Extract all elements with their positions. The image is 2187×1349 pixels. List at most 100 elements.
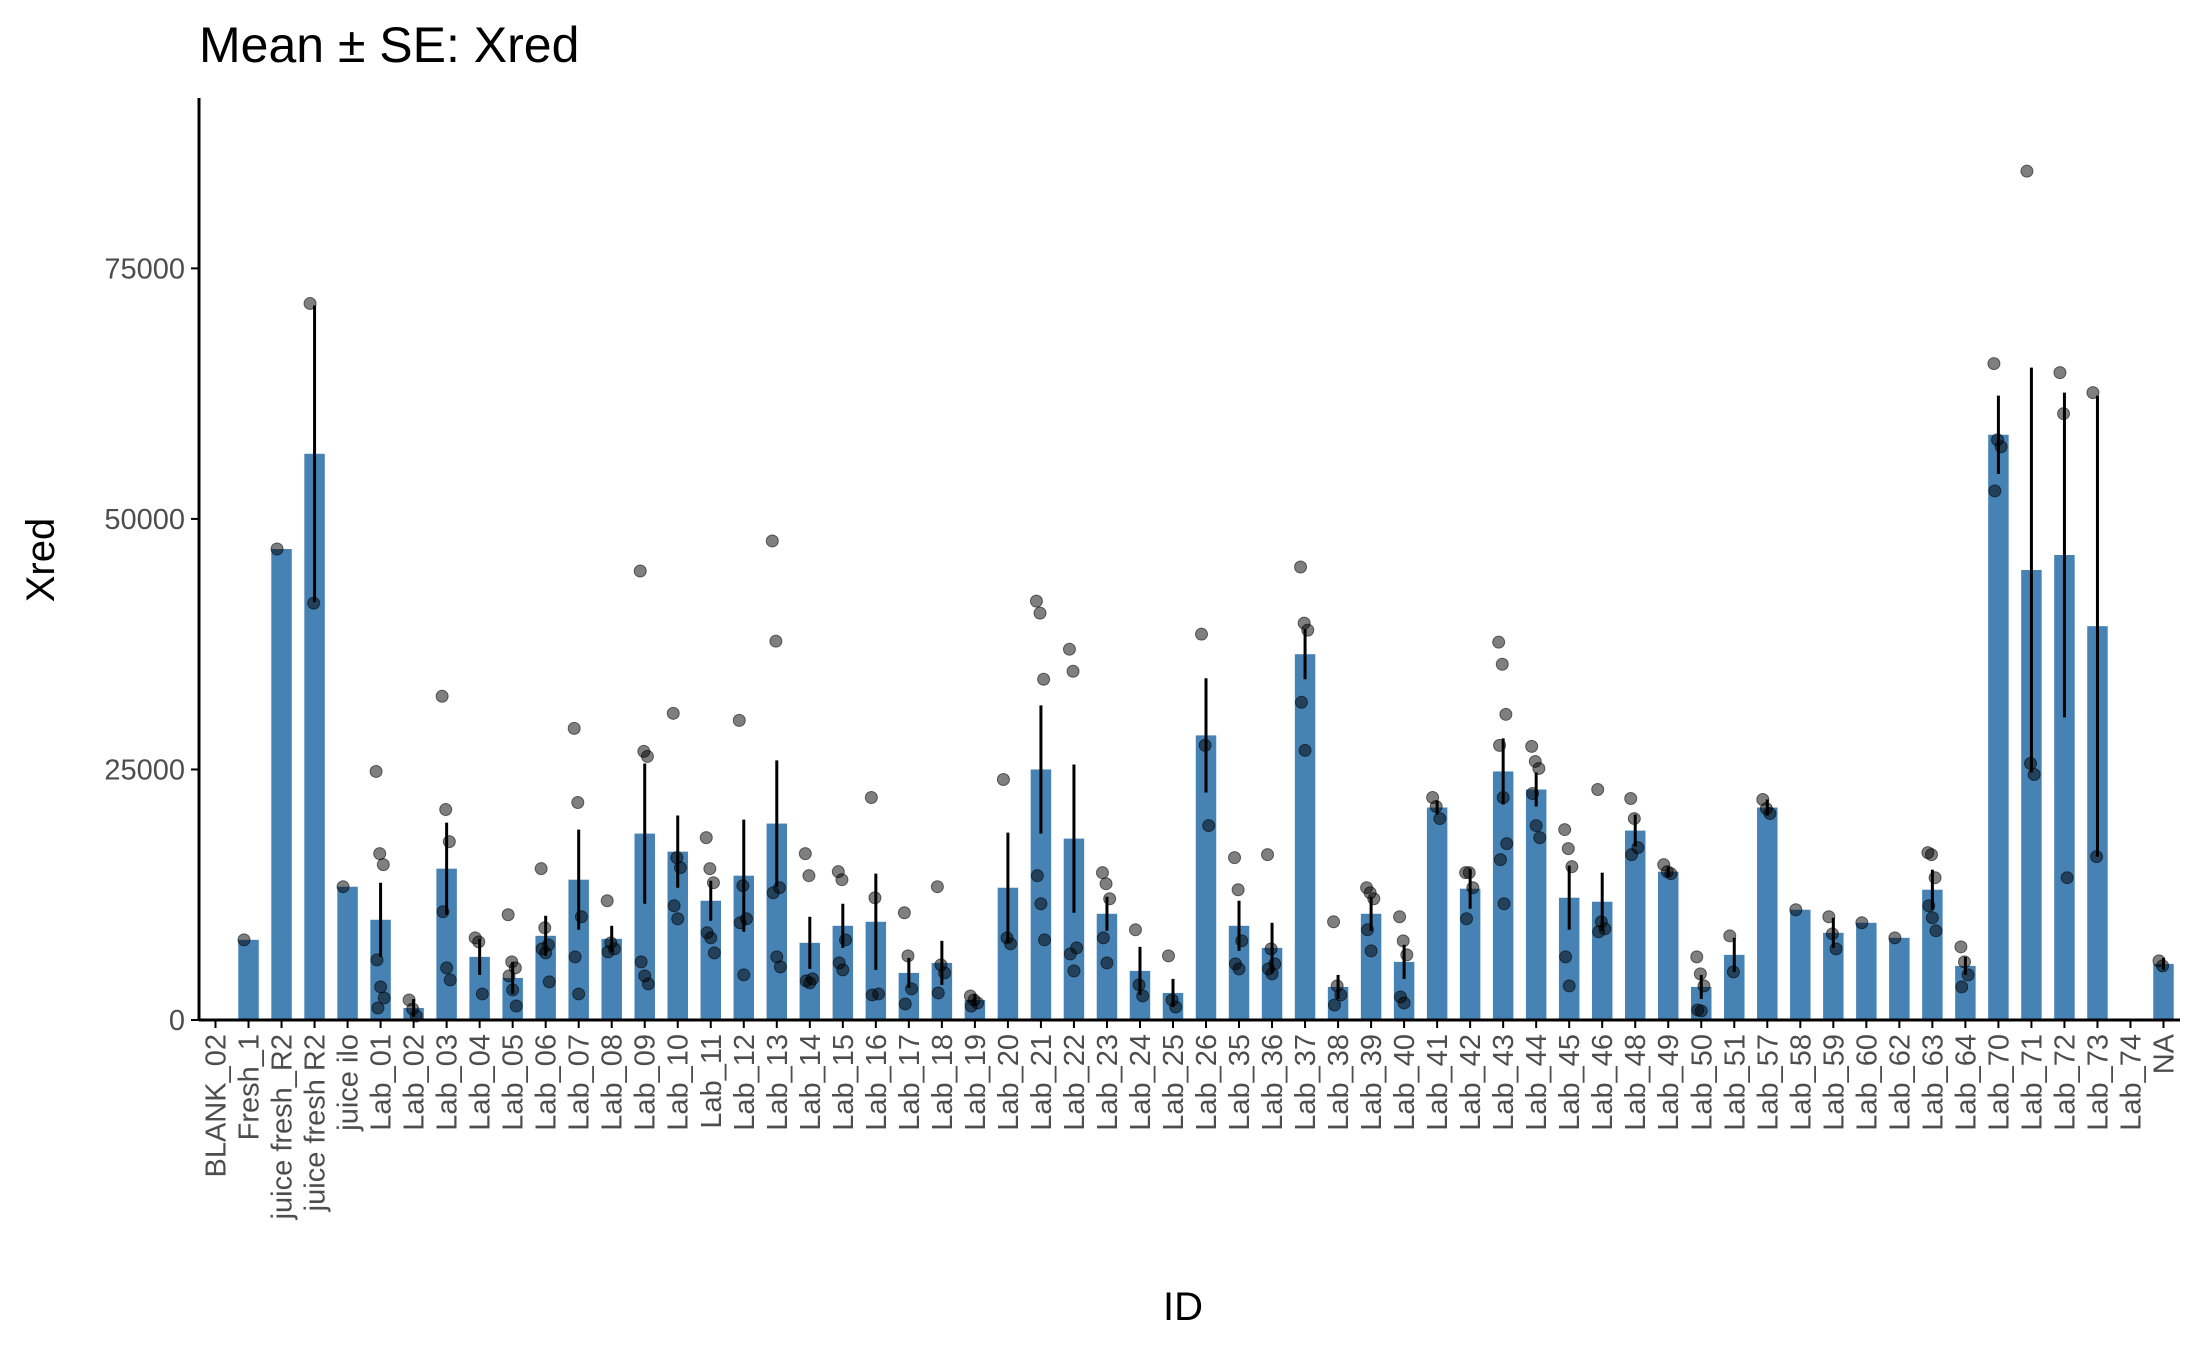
data-point — [1132, 978, 1146, 992]
data-point — [1327, 915, 1341, 929]
x-tick-label: Lab_40 — [1389, 1034, 1421, 1131]
data-point — [435, 689, 449, 703]
bar — [1195, 735, 1217, 1020]
data-point — [733, 916, 747, 930]
x-tick-label: juice fresh R2 — [300, 1034, 332, 1212]
data-point — [1492, 635, 1506, 649]
data-point — [839, 933, 853, 947]
data-point — [1955, 980, 1969, 994]
data-point — [1100, 956, 1114, 970]
x-tick-label: Lab_14 — [795, 1034, 827, 1131]
data-point — [538, 921, 552, 935]
data-point — [237, 933, 251, 947]
data-point — [1533, 831, 1547, 845]
x-tick-label: Lab_37 — [1290, 1034, 1322, 1131]
data-point — [1327, 998, 1341, 1012]
data-point — [1694, 1004, 1708, 1018]
x-tick-label: Lab_01 — [366, 1034, 398, 1131]
data-point — [1591, 783, 1605, 796]
data-point — [1360, 923, 1374, 937]
x-tick-label: Lab_13 — [762, 1034, 794, 1131]
data-point — [766, 886, 780, 900]
bar — [1426, 807, 1448, 1020]
x-tick-label: Lab_23 — [1092, 1034, 1124, 1131]
x-tick-label: Lab_24 — [1125, 1034, 1157, 1131]
data-point — [1495, 657, 1509, 671]
data-point — [1493, 738, 1507, 752]
x-tick-label: Lab_38 — [1323, 1034, 1355, 1131]
x-tick-label: Lab_19 — [960, 1034, 992, 1131]
data-point — [1063, 947, 1077, 961]
data-point — [1497, 897, 1511, 911]
data-point — [571, 796, 585, 810]
data-point — [2024, 756, 2038, 770]
x-tick-label: Lab_70 — [1983, 1034, 2015, 1131]
x-tick-label: Lab_58 — [1785, 1034, 1817, 1131]
data-point — [1103, 892, 1117, 906]
data-point — [1433, 812, 1447, 826]
data-point — [1334, 988, 1348, 1002]
data-point — [1004, 937, 1018, 951]
data-point — [374, 980, 388, 994]
data-point — [1294, 695, 1308, 709]
data-point — [1265, 967, 1279, 981]
data-point — [1925, 911, 1939, 925]
bar — [1757, 807, 1778, 1020]
data-point — [370, 953, 384, 967]
bar — [1988, 434, 2009, 1020]
data-point — [442, 835, 456, 849]
x-tick-label: Lab_57 — [1752, 1034, 1784, 1131]
data-point — [1922, 899, 1936, 913]
data-point — [1298, 743, 1312, 757]
data-point — [864, 791, 878, 805]
data-point — [1161, 949, 1175, 963]
data-point — [898, 997, 912, 1011]
data-point — [2020, 164, 2034, 178]
data-point — [1393, 910, 1407, 924]
data-point — [706, 876, 720, 890]
data-point — [1294, 560, 1308, 574]
x-tick-label: Lab_73 — [2082, 1034, 2114, 1131]
x-tick-label: Lab_07 — [564, 1034, 596, 1131]
data-point — [673, 861, 687, 875]
x-tick-label: Lab_10 — [663, 1034, 695, 1131]
data-point — [371, 1001, 385, 1015]
data-point — [373, 847, 387, 861]
data-point — [1195, 627, 1209, 641]
data-point — [1825, 927, 1839, 941]
data-point — [1466, 881, 1480, 895]
x-tick-label: Lab_25 — [1158, 1034, 1190, 1131]
y-tick-label: 50000 — [104, 504, 185, 536]
x-tick-label: Lab_50 — [1686, 1034, 1718, 1131]
x-tick-label: NA — [2148, 1033, 2180, 1074]
data-point — [439, 803, 453, 817]
x-tick-label: Lab_11 — [696, 1034, 728, 1129]
data-point — [1789, 903, 1803, 917]
data-point — [1855, 916, 1869, 930]
chart-title: Mean ± SE: Xred — [199, 17, 579, 73]
data-point — [1994, 440, 2008, 454]
y-axis-title: Xred — [19, 518, 63, 603]
data-point — [1532, 761, 1546, 775]
data-point — [964, 999, 978, 1013]
x-tick-label: Lab_64 — [1950, 1034, 1982, 1131]
data-point — [509, 999, 523, 1013]
data-point — [835, 873, 849, 887]
x-axis: BLANK_02 Fresh_1 juice fresh_R2 juice fresh… — [199, 1018, 2180, 1220]
data-point — [1232, 962, 1246, 976]
data-point — [1558, 823, 1572, 837]
data-point — [1037, 672, 1051, 686]
x-tick-label: Lab_42 — [1455, 1034, 1487, 1131]
data-point — [732, 713, 746, 727]
bar — [337, 886, 358, 1020]
bar — [997, 887, 1019, 1020]
data-point — [1496, 791, 1510, 805]
data-point — [2053, 366, 2067, 380]
bar — [1658, 871, 1679, 1020]
y-tick-label: 25000 — [104, 754, 185, 786]
error-bars — [313, 305, 2165, 1017]
data-point — [769, 634, 783, 648]
x-tick-label: juice fresh_R2 — [267, 1034, 299, 1220]
x-tick-label: Lab_22 — [1059, 1034, 1091, 1131]
data-point — [2086, 386, 2100, 400]
